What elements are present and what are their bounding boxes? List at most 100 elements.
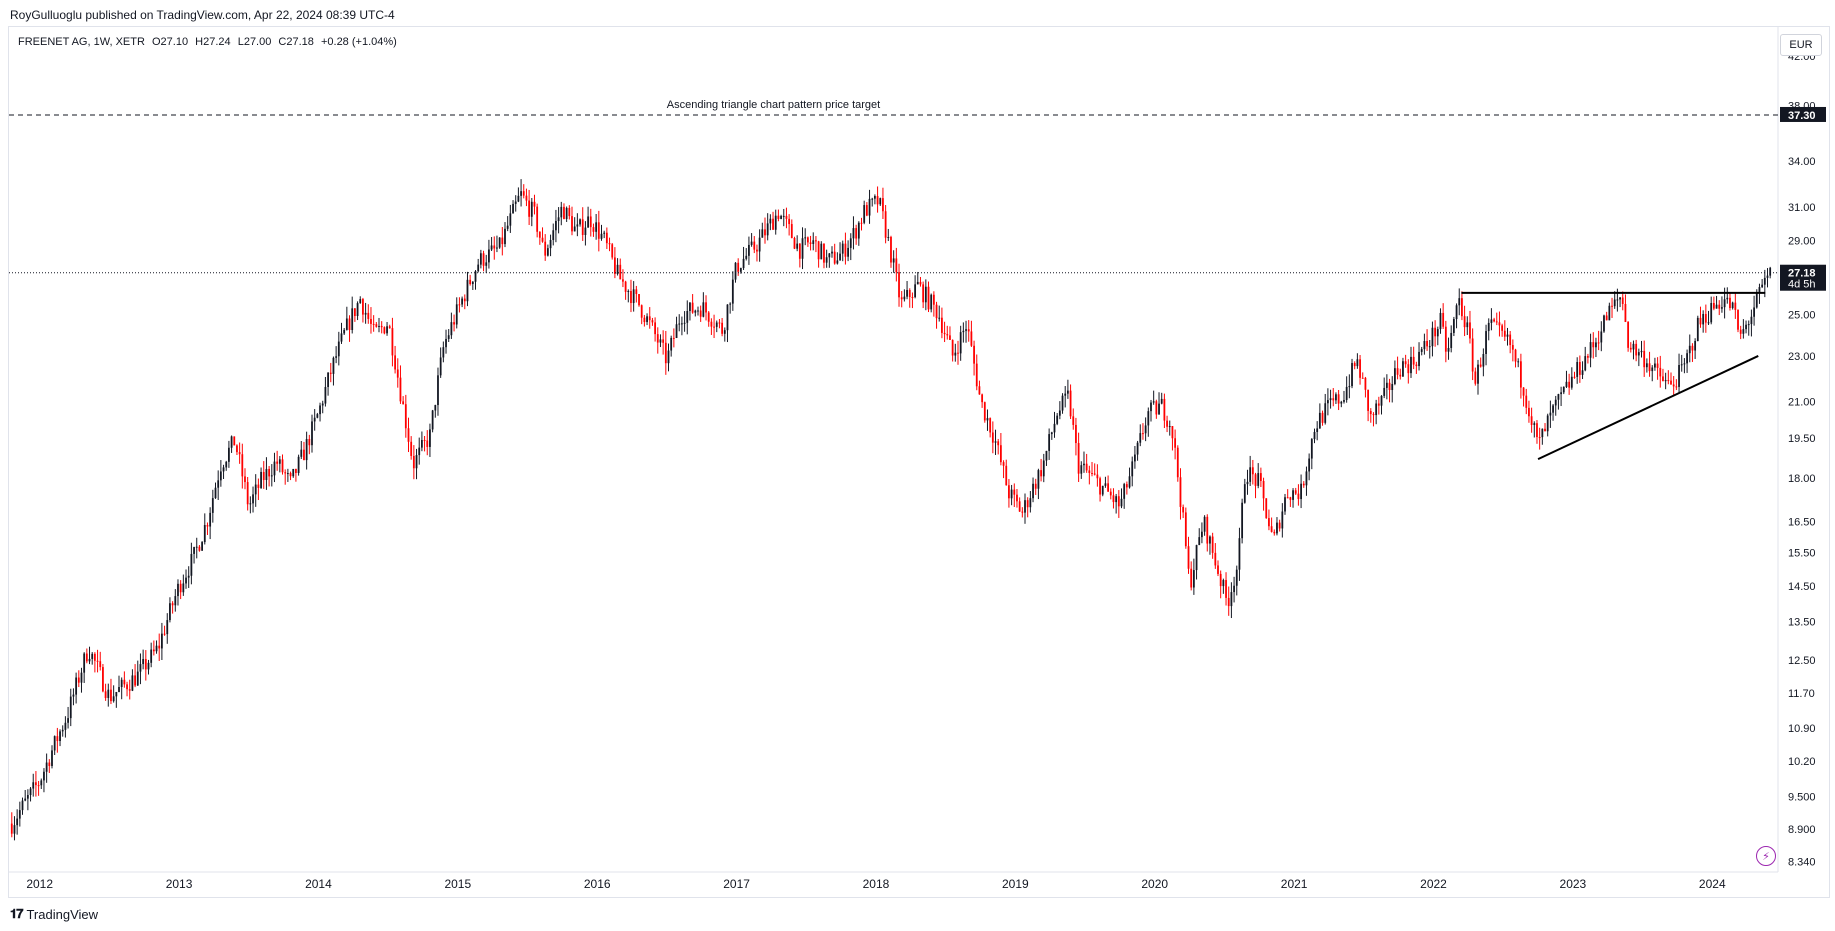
candle-body <box>1621 297 1624 304</box>
candle-body <box>1150 402 1152 412</box>
candle-body <box>1066 390 1069 394</box>
candle-body <box>721 322 724 334</box>
candle-body <box>1024 500 1026 513</box>
candle-body <box>782 215 785 217</box>
candle-body <box>611 244 614 258</box>
candle-body <box>1447 347 1450 352</box>
currency-button[interactable]: EUR <box>1780 34 1822 56</box>
candle-body <box>35 782 37 786</box>
candle-body <box>1168 426 1171 428</box>
candle-body <box>833 251 836 264</box>
candle-body <box>1712 302 1715 309</box>
candle-body <box>112 696 115 702</box>
candle-body <box>370 318 372 324</box>
candle-body <box>812 240 815 244</box>
candle-body <box>303 449 305 461</box>
candle-body <box>817 241 820 260</box>
candle-body <box>1396 368 1399 375</box>
candle-body <box>217 480 220 488</box>
candle-body <box>359 299 362 304</box>
candle-body <box>873 196 876 199</box>
candle-body <box>517 195 520 202</box>
candle-body <box>1091 473 1093 475</box>
candle-body <box>292 468 295 477</box>
candle-body <box>402 401 405 405</box>
candle-body <box>1249 467 1252 482</box>
candle-body <box>1763 277 1766 285</box>
candle-body <box>1348 386 1351 388</box>
candle-body <box>1581 370 1584 375</box>
candle-body <box>616 264 619 274</box>
candle-body <box>198 546 201 551</box>
candle-body <box>1072 416 1075 425</box>
candle-body <box>1048 434 1051 451</box>
footer-brand[interactable]: TradingView <box>26 906 99 922</box>
lightning-icon[interactable]: ⚡ <box>1756 846 1776 866</box>
candle-body <box>18 810 21 819</box>
candle-body <box>1528 407 1530 417</box>
candle-body <box>1691 345 1694 351</box>
x-tick-label: 2014 <box>305 877 332 891</box>
candle-body <box>1439 312 1442 330</box>
candle-body <box>1273 531 1276 534</box>
candle-body <box>1710 302 1713 323</box>
candle-body <box>790 224 793 238</box>
candle-body <box>1694 340 1697 351</box>
candle-body <box>1415 364 1418 367</box>
candle-body <box>1377 403 1380 406</box>
candle-body <box>1182 506 1185 513</box>
candle-body <box>1144 425 1147 434</box>
y-tick-label: 25.00 <box>1788 309 1816 321</box>
candle-body <box>1332 398 1335 401</box>
candle-body <box>640 305 643 318</box>
candle-body <box>211 498 214 513</box>
candle-body <box>563 206 565 219</box>
candle-body <box>957 352 959 354</box>
candle-body <box>967 329 970 332</box>
candle-body <box>1335 394 1337 401</box>
candle-body <box>289 473 292 477</box>
y-tick-label: 21.00 <box>1788 396 1816 408</box>
candle-body <box>319 405 321 415</box>
x-tick-label: 2020 <box>1141 877 1168 891</box>
candle-body <box>916 281 919 285</box>
candle-body <box>152 649 155 652</box>
change-value: +0.28 (+1.04%) <box>320 36 397 48</box>
candle-body <box>1428 346 1431 348</box>
candle-body <box>1268 518 1270 527</box>
candle-body <box>994 441 997 443</box>
candle-body <box>206 525 209 527</box>
candle-body <box>1289 497 1292 500</box>
candle-body <box>477 264 480 272</box>
candle-body <box>488 249 490 263</box>
level-label: Ascending triangle chart pattern price t… <box>667 99 880 111</box>
candle-body <box>750 241 753 245</box>
candle-body <box>163 633 166 635</box>
candle-body <box>1723 299 1726 308</box>
candle-body <box>1152 401 1155 403</box>
candle-body <box>1265 498 1268 519</box>
candle-body <box>1294 490 1297 494</box>
candle-body <box>1163 398 1166 421</box>
candle-body <box>1418 351 1420 367</box>
candle-body <box>337 341 340 357</box>
candle-body <box>297 456 300 473</box>
candle-body <box>742 258 745 269</box>
candle-body <box>568 207 571 217</box>
candle-body <box>1479 364 1482 367</box>
candle-body <box>1128 476 1131 488</box>
candle-body <box>1297 493 1300 500</box>
candle-body <box>863 205 866 223</box>
candle-body <box>249 503 252 505</box>
candle-body <box>1629 347 1632 350</box>
candle-body <box>431 410 434 430</box>
candle-body <box>1578 361 1581 375</box>
candle-body <box>1107 483 1109 492</box>
candle-body <box>1675 386 1678 388</box>
candle-body <box>353 308 356 317</box>
candle-body <box>362 299 364 315</box>
candle-body <box>1511 345 1514 350</box>
candle-body <box>852 228 855 239</box>
candle-body <box>420 440 423 448</box>
